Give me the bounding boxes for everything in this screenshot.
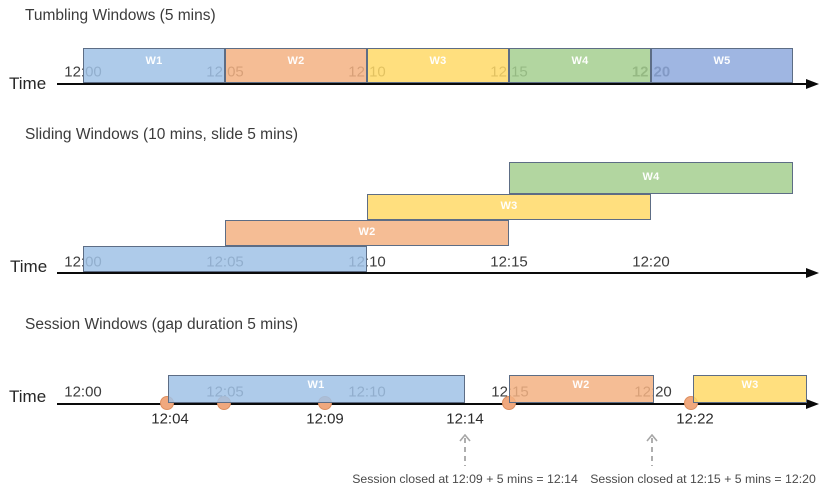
event-time-label: 12:14 xyxy=(446,410,484,428)
event-time-label: 12:04 xyxy=(151,410,189,428)
window-label: W2 xyxy=(358,226,376,238)
time-axis-line xyxy=(57,272,808,274)
tick-label: 12:00 xyxy=(64,383,102,401)
window-label: W2 xyxy=(572,379,590,391)
window-label: W1 xyxy=(307,379,325,391)
window-box-w2 xyxy=(225,48,367,83)
window-box-w5 xyxy=(651,48,793,83)
window-label: W3 xyxy=(500,200,518,212)
axis-arrowhead-icon xyxy=(806,79,819,89)
session-close-arrow-icon xyxy=(645,433,659,466)
section-title: Session Windows (gap duration 5 mins) xyxy=(25,316,299,333)
window-label: W4 xyxy=(642,171,660,183)
window-box-w1 xyxy=(83,246,367,272)
section-title: Sliding Windows (10 mins, slide 5 mins) xyxy=(25,126,299,143)
window-label: W3 xyxy=(741,379,759,391)
session-close-arrow-icon xyxy=(458,433,472,466)
window-label: W5 xyxy=(713,55,731,67)
window-label: W3 xyxy=(429,55,447,67)
window-box-w4 xyxy=(509,162,793,194)
time-axis-line xyxy=(57,83,808,85)
event-time-label: 12:22 xyxy=(676,410,714,428)
window-box-w4 xyxy=(509,48,651,83)
window-label: W4 xyxy=(571,55,589,67)
tick-label: 12:15 xyxy=(490,253,528,271)
session-close-note: Session closed at 12:15 + 5 mins = 12:20 xyxy=(590,472,816,486)
time-axis-caption: Time xyxy=(9,387,47,406)
session-close-note: Session closed at 12:09 + 5 mins = 12:14 xyxy=(352,472,578,486)
window-box-w3 xyxy=(367,48,509,83)
time-axis-caption: Time xyxy=(9,74,47,93)
window-box-w1 xyxy=(83,48,225,83)
window-box-w1 xyxy=(168,375,465,403)
time-axis-caption: Time xyxy=(10,257,48,276)
window-box-w3 xyxy=(693,375,807,403)
event-time-label: 12:09 xyxy=(306,410,344,428)
time-axis-line xyxy=(57,403,808,405)
section-title: Tumbling Windows (5 mins) xyxy=(25,7,216,24)
axis-arrowhead-icon xyxy=(806,399,819,409)
window-box-w2 xyxy=(225,220,509,246)
window-label: W1 xyxy=(145,55,163,67)
tick-label: 12:20 xyxy=(632,253,670,271)
window-box-w3 xyxy=(367,194,651,220)
window-label: W2 xyxy=(287,55,305,67)
window-box-w2 xyxy=(509,375,654,403)
axis-arrowhead-icon xyxy=(806,268,819,278)
